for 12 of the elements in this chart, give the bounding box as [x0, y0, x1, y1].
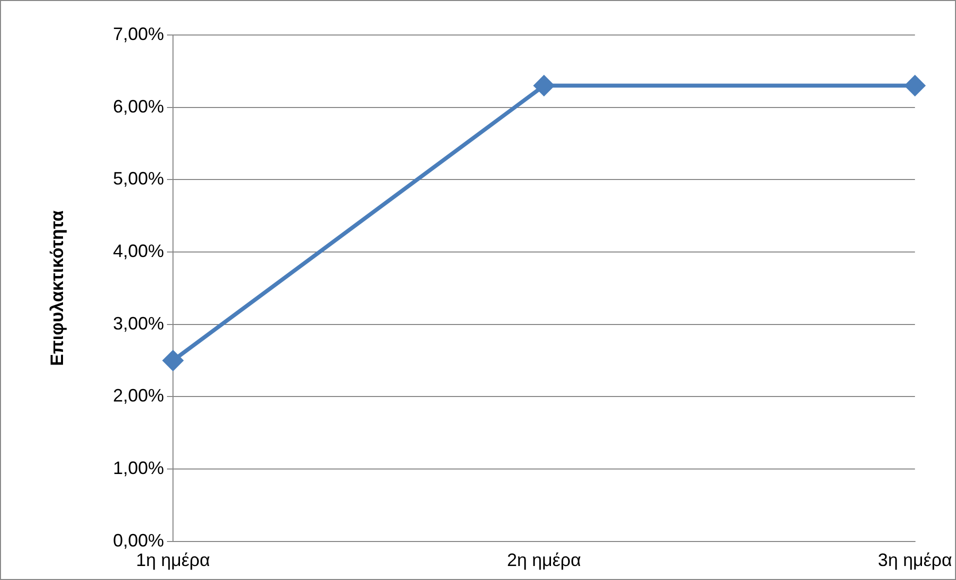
y-tick-label: 6,00%: [112, 96, 164, 116]
x-tick-label: 3η ημέρα: [878, 550, 952, 570]
y-tick-label: 4,00%: [112, 240, 164, 261]
y-tick-label: 2,00%: [112, 386, 164, 406]
y-axis-title: Επιφυλακτικότητα: [46, 210, 67, 366]
y-tick-label: 1,00%: [112, 458, 164, 478]
y-tick-label: 7,00%: [112, 24, 164, 44]
y-tick-label: 0,00%: [112, 530, 164, 550]
x-tick-label: 2η ημέρα: [506, 550, 582, 570]
y-tick-label: 3,00%: [112, 313, 164, 334]
y-tick-label: 5,00%: [112, 168, 164, 189]
x-tick-label: 1η ημέρα: [136, 550, 210, 570]
